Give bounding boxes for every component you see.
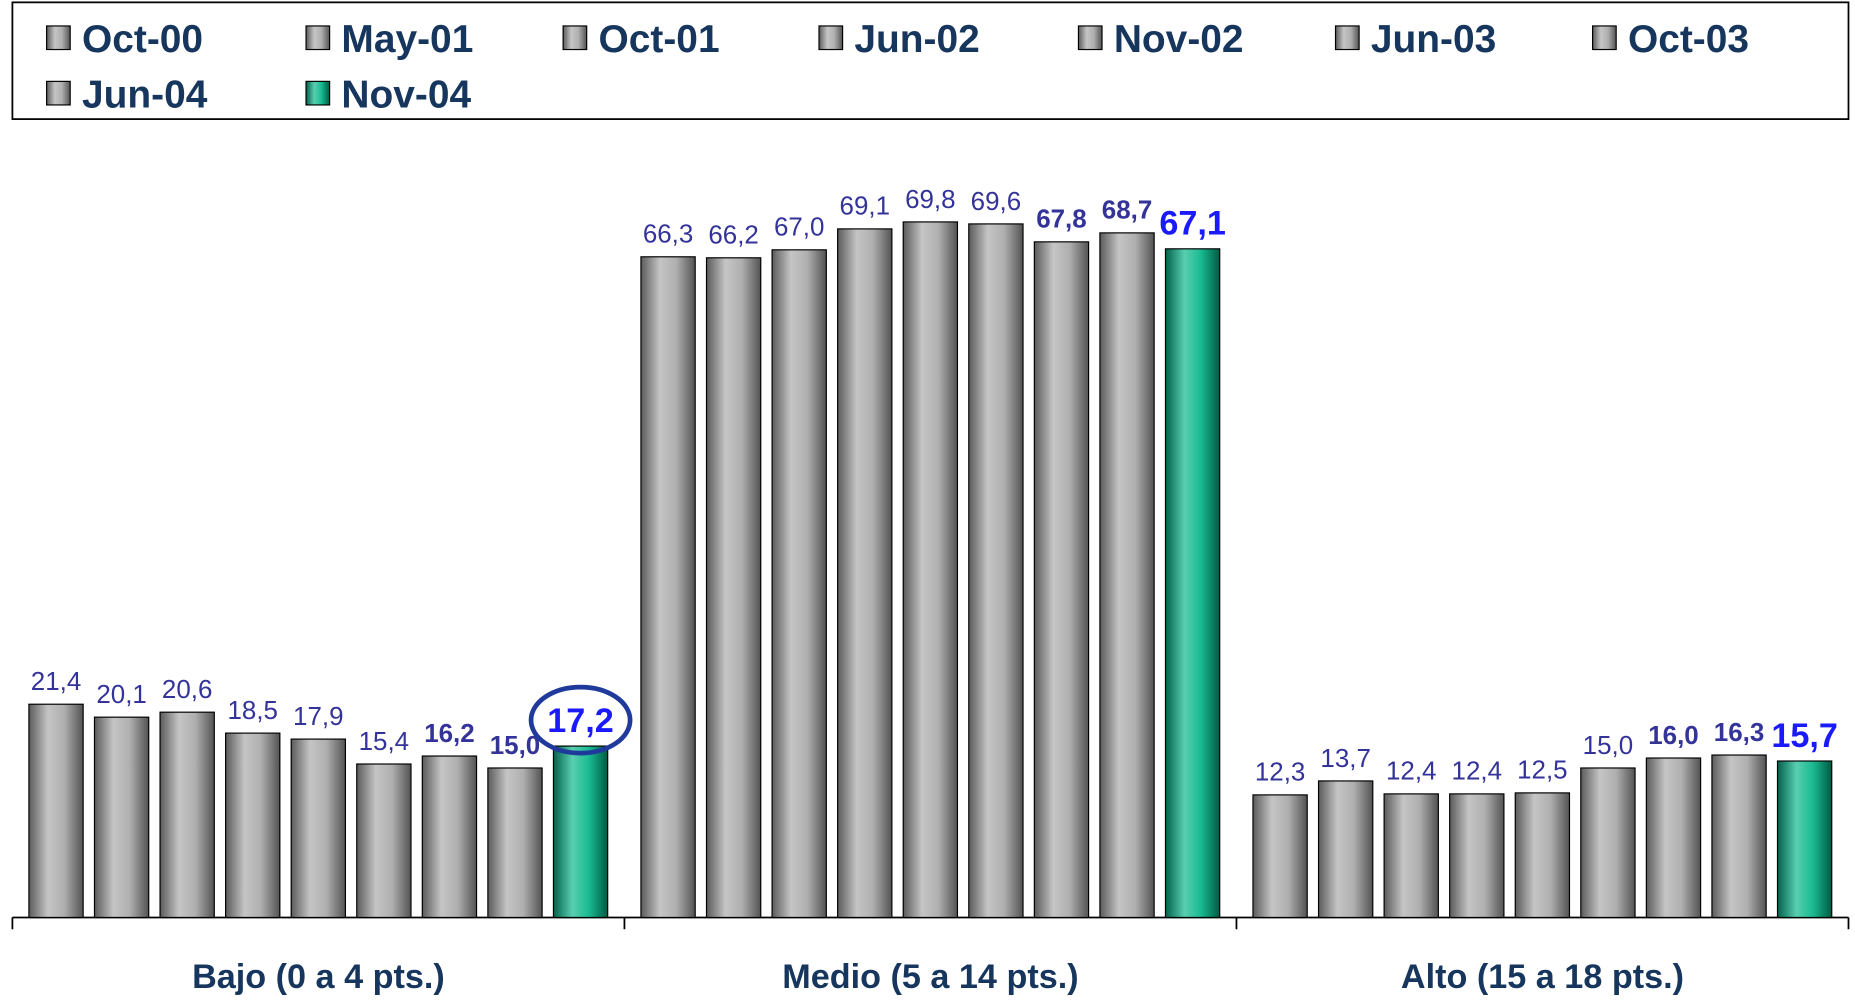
data-label: 16,2 [424,720,474,748]
data-label: 68,7 [1102,197,1152,225]
bar [968,223,1024,919]
bar [1252,794,1308,919]
bar [487,767,543,919]
data-label: 67,0 [774,214,824,242]
legend-swatch [562,25,588,51]
bar [837,228,893,919]
bar [93,716,150,919]
legend-swatch [305,25,331,51]
bar [356,763,412,919]
legend-swatch [1592,25,1617,51]
data-label: 17,2 [547,702,614,740]
bar [902,221,959,919]
bar [290,738,347,919]
bar [28,703,84,919]
legend-swatch [305,80,331,106]
legend-swatch [1334,25,1360,51]
legend-label: May-01 [341,18,473,61]
data-label: 12,4 [1452,758,1502,786]
bar [1449,793,1505,919]
bar [159,711,215,919]
data-label: 12,3 [1255,759,1305,787]
legend-label: Nov-04 [341,73,471,116]
data-label: 12,5 [1517,757,1567,785]
legend-swatch [46,80,71,106]
legend-label: Jun-04 [82,73,208,116]
legend-label: Oct-00 [82,18,203,61]
bar [1033,241,1090,919]
bar [1099,232,1155,919]
data-label: 15,7 [1771,717,1838,755]
bar [1711,754,1767,919]
data-label: 67,8 [1036,206,1086,234]
data-label: 12,4 [1386,758,1436,786]
data-label: 17,9 [293,703,343,731]
data-label: 15,0 [1583,732,1633,760]
bar [1317,780,1374,919]
data-label: 15,0 [490,732,540,760]
bar [640,256,696,919]
legend-label: Oct-03 [1628,18,1749,61]
bar [771,249,827,919]
data-label: 67,1 [1159,205,1226,243]
x-tick-label: Medio (5 a 14 pts.) [782,958,1078,996]
legend-swatch [818,25,844,51]
data-label: 16,3 [1714,719,1764,747]
bar [1383,793,1439,919]
x-tick-label: Bajo (0 a 4 pts.) [192,958,445,996]
data-label: 15,4 [359,728,409,756]
data-label: 69,6 [971,188,1021,216]
data-label: 69,1 [840,193,890,221]
x-tick-label: Alto (15 a 18 pts.) [1401,958,1684,996]
highlight-ellipse [528,684,633,756]
bar [225,732,281,919]
data-label: 18,5 [227,697,277,725]
legend-label: Oct-01 [598,18,719,61]
bar [1580,767,1636,919]
bar [1164,248,1221,919]
legend-swatch [46,25,71,51]
bar [705,257,762,919]
data-label: 21,4 [31,668,81,696]
legend-label: Jun-03 [1371,18,1496,61]
legend-swatch [1077,25,1103,51]
data-label: 16,0 [1648,722,1698,750]
bar [1645,757,1702,919]
data-label: 20,6 [162,676,212,704]
data-label: 66,2 [708,222,758,250]
data-label: 20,1 [96,681,146,709]
legend-label: Jun-02 [854,18,979,61]
bar [421,755,478,919]
data-label: 66,3 [643,221,693,249]
bar [552,745,609,919]
data-label: 13,7 [1320,745,1370,773]
bar [1776,760,1833,919]
data-label: 69,8 [905,186,955,214]
bar [1514,792,1571,919]
legend-label: Nov-02 [1114,18,1244,61]
